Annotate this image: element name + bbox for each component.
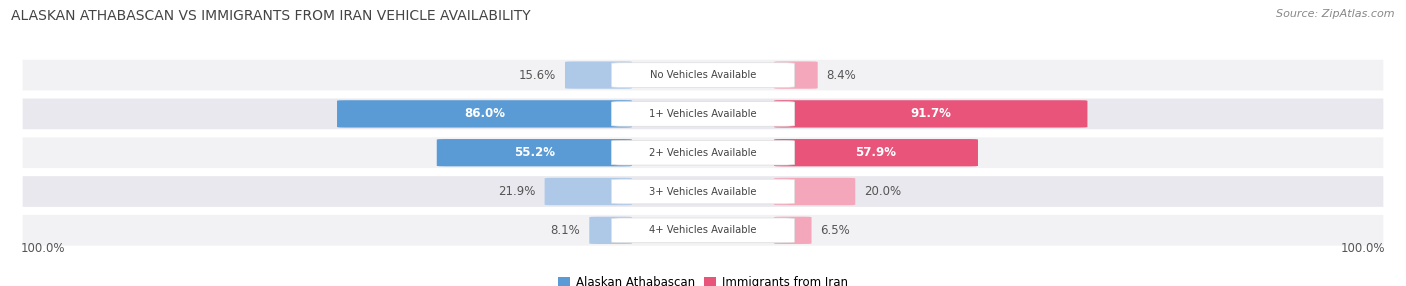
Text: 4+ Vehicles Available: 4+ Vehicles Available [650, 225, 756, 235]
Text: 20.0%: 20.0% [865, 185, 901, 198]
FancyBboxPatch shape [21, 136, 1385, 170]
Text: 3+ Vehicles Available: 3+ Vehicles Available [650, 186, 756, 196]
FancyBboxPatch shape [612, 218, 794, 243]
FancyBboxPatch shape [589, 217, 633, 244]
Text: 2+ Vehicles Available: 2+ Vehicles Available [650, 148, 756, 158]
Text: 6.5%: 6.5% [821, 224, 851, 237]
Text: 57.9%: 57.9% [855, 146, 897, 159]
FancyBboxPatch shape [773, 61, 818, 89]
Text: 15.6%: 15.6% [519, 69, 555, 82]
Text: 1+ Vehicles Available: 1+ Vehicles Available [650, 109, 756, 119]
FancyBboxPatch shape [612, 63, 794, 88]
FancyBboxPatch shape [337, 100, 633, 128]
FancyBboxPatch shape [21, 174, 1385, 208]
Text: ALASKAN ATHABASCAN VS IMMIGRANTS FROM IRAN VEHICLE AVAILABILITY: ALASKAN ATHABASCAN VS IMMIGRANTS FROM IR… [11, 9, 531, 23]
FancyBboxPatch shape [773, 100, 1087, 128]
FancyBboxPatch shape [565, 61, 633, 89]
FancyBboxPatch shape [773, 178, 855, 205]
FancyBboxPatch shape [612, 179, 794, 204]
FancyBboxPatch shape [612, 140, 794, 165]
FancyBboxPatch shape [773, 139, 979, 166]
Text: 55.2%: 55.2% [515, 146, 555, 159]
Text: 8.1%: 8.1% [551, 224, 581, 237]
FancyBboxPatch shape [612, 102, 794, 126]
FancyBboxPatch shape [773, 217, 811, 244]
Text: 86.0%: 86.0% [464, 107, 505, 120]
Legend: Alaskan Athabascan, Immigrants from Iran: Alaskan Athabascan, Immigrants from Iran [554, 271, 852, 286]
FancyBboxPatch shape [21, 97, 1385, 131]
FancyBboxPatch shape [21, 213, 1385, 247]
Text: 8.4%: 8.4% [827, 69, 856, 82]
Text: No Vehicles Available: No Vehicles Available [650, 70, 756, 80]
Text: 91.7%: 91.7% [910, 107, 950, 120]
FancyBboxPatch shape [437, 139, 633, 166]
Text: 100.0%: 100.0% [21, 242, 66, 255]
Text: 100.0%: 100.0% [1340, 242, 1385, 255]
FancyBboxPatch shape [544, 178, 633, 205]
FancyBboxPatch shape [21, 58, 1385, 92]
Text: Source: ZipAtlas.com: Source: ZipAtlas.com [1277, 9, 1395, 19]
Text: 21.9%: 21.9% [498, 185, 536, 198]
